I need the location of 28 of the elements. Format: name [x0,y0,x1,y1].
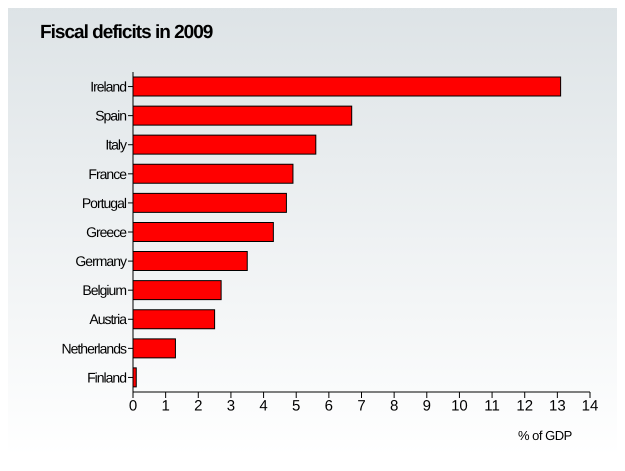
x-tick-label: 3 [226,398,236,415]
x-tick-label: 14 [582,398,598,415]
y-tick-label: Germany [75,253,127,270]
y-tick-label: France [88,166,128,182]
y-tick-label: Belgium [82,282,126,298]
y-tick-label: Ireland [90,78,126,95]
x-tick-label: 6 [324,398,334,415]
y-tick-label: Portugal [82,194,127,211]
x-tick-label: 0 [128,398,138,415]
x-axis-title: % of GDP [518,428,572,443]
x-tick-label: 2 [194,398,202,415]
x-tick-label: 12 [516,398,534,415]
x-tick-label: 4 [259,398,268,415]
x-tick-label: 8 [390,398,398,415]
x-tick-label: 9 [422,398,431,415]
x-tick-label: 1 [161,398,170,415]
y-tick-label: Netherlands [62,340,127,356]
x-tick-label: 13 [549,398,566,415]
x-tick-label: 10 [451,398,468,415]
x-tick-label: 11 [484,398,500,415]
x-tick-label: 7 [357,398,366,415]
y-tick-label: Italy [105,136,127,153]
y-tick-label: Austria [89,311,128,328]
y-tick-label: Finland [87,369,126,386]
y-tick-label: Greece [86,224,128,240]
y-tick-label: Spain [95,108,126,124]
chart-title: Fiscal deficits in 2009 [40,22,212,44]
x-tick-label: 5 [292,398,300,415]
